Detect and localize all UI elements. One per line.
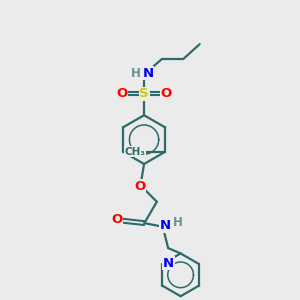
Text: S: S <box>139 87 149 100</box>
Text: O: O <box>111 213 123 226</box>
Text: O: O <box>116 87 128 100</box>
Text: N: N <box>160 219 171 232</box>
Text: O: O <box>160 87 172 100</box>
Text: N: N <box>163 257 174 270</box>
Text: O: O <box>134 180 146 193</box>
Text: CH₃: CH₃ <box>125 147 146 157</box>
Text: N: N <box>142 67 154 80</box>
Text: H: H <box>173 216 183 229</box>
Text: H: H <box>131 67 141 80</box>
